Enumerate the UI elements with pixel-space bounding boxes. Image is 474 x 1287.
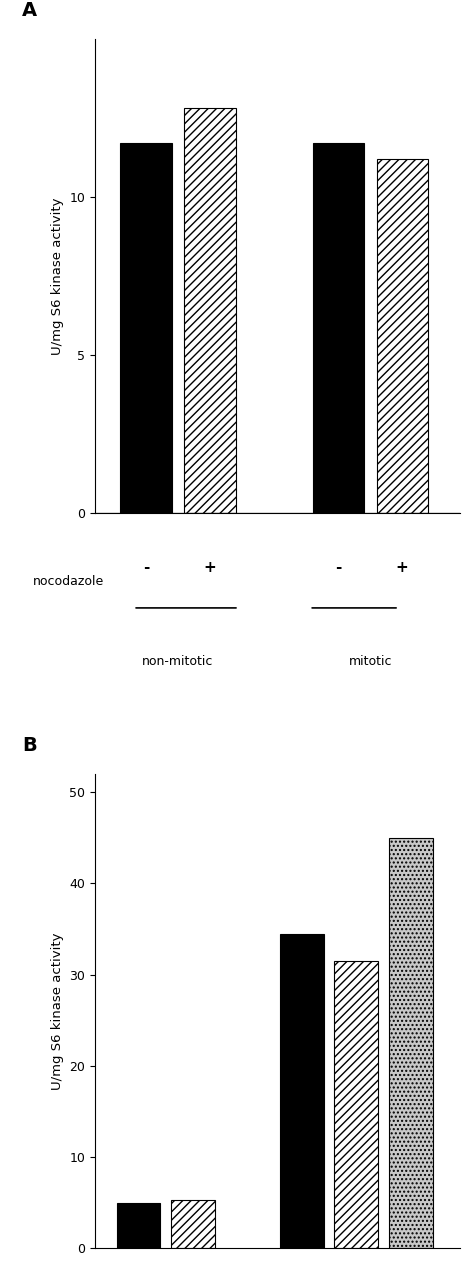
Y-axis label: U/mg S6 kinase activity: U/mg S6 kinase activity (51, 197, 64, 355)
Text: -: - (335, 560, 341, 575)
Text: nocodazole: nocodazole (33, 575, 104, 588)
Bar (376, 158, 428, 514)
Bar (312, 143, 364, 514)
Text: +: + (396, 560, 409, 575)
Bar (389, 838, 433, 1248)
Y-axis label: U/mg S6 kinase activity: U/mg S6 kinase activity (51, 932, 64, 1090)
Bar (117, 1203, 160, 1248)
Text: A: A (22, 0, 37, 19)
Text: mitotic: mitotic (348, 655, 392, 668)
Bar (335, 961, 378, 1248)
Bar (184, 108, 236, 514)
Text: non-mitotic: non-mitotic (142, 655, 214, 668)
Text: -: - (143, 560, 149, 575)
Bar (280, 933, 324, 1248)
Bar (120, 143, 172, 514)
Text: B: B (22, 736, 36, 755)
Bar (171, 1199, 215, 1248)
Text: +: + (204, 560, 217, 575)
